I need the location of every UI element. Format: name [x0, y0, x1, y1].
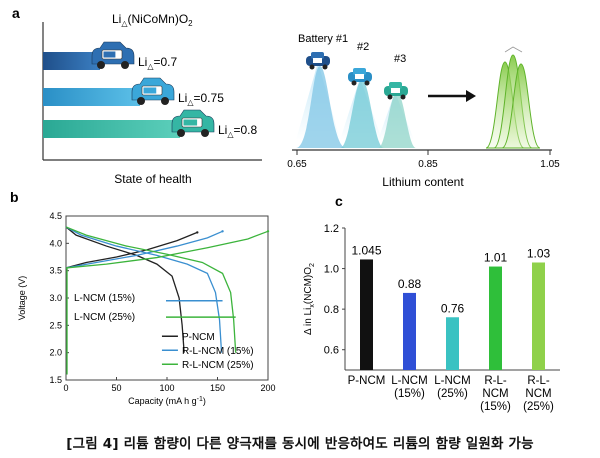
bar-4	[532, 262, 545, 370]
annotation-l-ncm-15: L-NCM (15%)	[74, 293, 135, 304]
series-1-discharge	[65, 226, 223, 353]
y-tick-label: 0.8	[324, 304, 339, 316]
panel-c-label: c	[335, 193, 343, 209]
category-label-4-0: R-L-	[527, 375, 550, 387]
panel-a-formula: Li△(NiCoMn)O2	[112, 12, 193, 28]
legend-label-0: P-NCM	[182, 332, 215, 343]
bar-value-label-1: 0.88	[398, 277, 422, 291]
category-label-3-2: (15%)	[480, 401, 511, 413]
soh-bar-1	[43, 88, 140, 106]
y-tick-label: 4.0	[49, 238, 62, 248]
li-tick-2: 1.05	[540, 159, 560, 170]
soh-row-label-0: Li△=0.7	[138, 55, 178, 71]
battery-level	[183, 119, 198, 126]
wheel	[121, 61, 129, 69]
category-label-3-0: R-L-	[484, 375, 507, 387]
series-2-charge	[65, 230, 269, 269]
series-2-end	[266, 230, 270, 233]
panel-a-label: a	[12, 5, 20, 21]
x-tick-label: 200	[260, 383, 275, 393]
y-tick-label: 0.6	[324, 345, 339, 357]
category-label-1-1: (15%)	[394, 388, 425, 400]
soh-row-label-2: Li△=0.8	[218, 123, 258, 139]
legend-label-2: R-L-NCM (25%)	[182, 360, 254, 371]
li-tick-0: 0.65	[287, 159, 307, 170]
series-0-discharge	[65, 226, 185, 353]
battery-label-1: Battery #1	[298, 33, 348, 45]
wheel	[177, 129, 185, 137]
wheel	[137, 97, 145, 105]
category-label-4-2: (25%)	[523, 401, 554, 413]
wheel	[97, 61, 105, 69]
voltage-capacity-chart: 1.5 2.0 2.5 3.0 3.5 4.0 4.5 0 50 100 150 200 Capacit…	[17, 211, 276, 406]
legend-label-1: R-L-NCM (15%)	[182, 346, 254, 357]
y-tick-label: 3.0	[49, 293, 62, 303]
soh-bar-0	[43, 52, 100, 70]
y-axis-label: Voltage (V)	[17, 276, 27, 321]
y-tick-label: 4.5	[49, 211, 62, 221]
lithium-content-diagram	[292, 46, 552, 155]
wheel	[161, 97, 169, 105]
x-tick-label: 150	[210, 383, 225, 393]
y-tick-label: 1.0	[324, 264, 339, 276]
x-axis-label: Capacity (mA h g-1)	[128, 396, 206, 406]
category-label-0-0: P-NCM	[348, 375, 386, 387]
category-label-1-0: L-NCM	[391, 375, 427, 387]
x-tick-label: 100	[159, 383, 174, 393]
battery-level	[143, 87, 157, 94]
soh-row-label-1: Li△=0.75	[178, 91, 224, 107]
bar-0	[360, 259, 373, 370]
series-1-end	[221, 230, 224, 233]
category-label-2-0: L-NCM	[434, 375, 470, 387]
li-content-xlabel: Lithium content	[382, 175, 464, 189]
battery-label-2: #2	[357, 41, 369, 53]
bar-1	[403, 292, 416, 370]
x-tick-label: 0	[63, 383, 68, 393]
bar-value-label-0: 1.045	[351, 243, 381, 257]
soh-bar-2	[43, 120, 180, 138]
bar-2	[446, 317, 459, 370]
panel-b-label: b	[10, 189, 19, 205]
battery-car-2	[171, 109, 215, 137]
battery-car-0	[91, 41, 135, 69]
bar-value-label-4: 1.03	[527, 246, 551, 260]
series-1-charge	[65, 230, 223, 269]
battery-label-3: #3	[394, 53, 406, 65]
bar-3	[489, 266, 502, 370]
wheel	[201, 129, 209, 137]
category-label-2-1: (25%)	[437, 388, 468, 400]
y-tick-label: 1.5	[49, 375, 62, 385]
y-tick-label: 2.0	[49, 348, 62, 358]
battery-car-1	[131, 77, 175, 105]
y-tick-label: 2.5	[49, 320, 62, 330]
y-axis-label: Δ in Lix(NCM)O2	[303, 263, 316, 335]
bar-value-label-3: 1.01	[484, 251, 508, 265]
panel-a-xlabel: State of health	[114, 172, 191, 186]
series-0-end	[196, 231, 199, 234]
y-tick-label: 1.2	[324, 223, 339, 235]
battery-level	[103, 51, 116, 58]
annotation-l-ncm-25: L-NCM (25%)	[74, 312, 135, 323]
category-label-4-1: NCM	[525, 388, 551, 400]
x-tick-label: 50	[111, 383, 121, 393]
delta-li-bar-chart: 0.6 0.8 1.0 1.2 Δ in Lix(NCM)O2 1.045 P-NCM 0.8…	[303, 223, 560, 413]
category-label-3-1: NCM	[482, 388, 508, 400]
y-tick-label: 3.5	[49, 266, 62, 276]
figure-caption: [그림 4] 리튬 함량이 다른 양극재를 동시에 반응하여도 리튬의 함량 일…	[66, 436, 534, 452]
bar-value-label-2: 0.76	[441, 301, 465, 315]
li-tick-1: 0.85	[418, 159, 438, 170]
series-2-discharge	[65, 226, 237, 353]
